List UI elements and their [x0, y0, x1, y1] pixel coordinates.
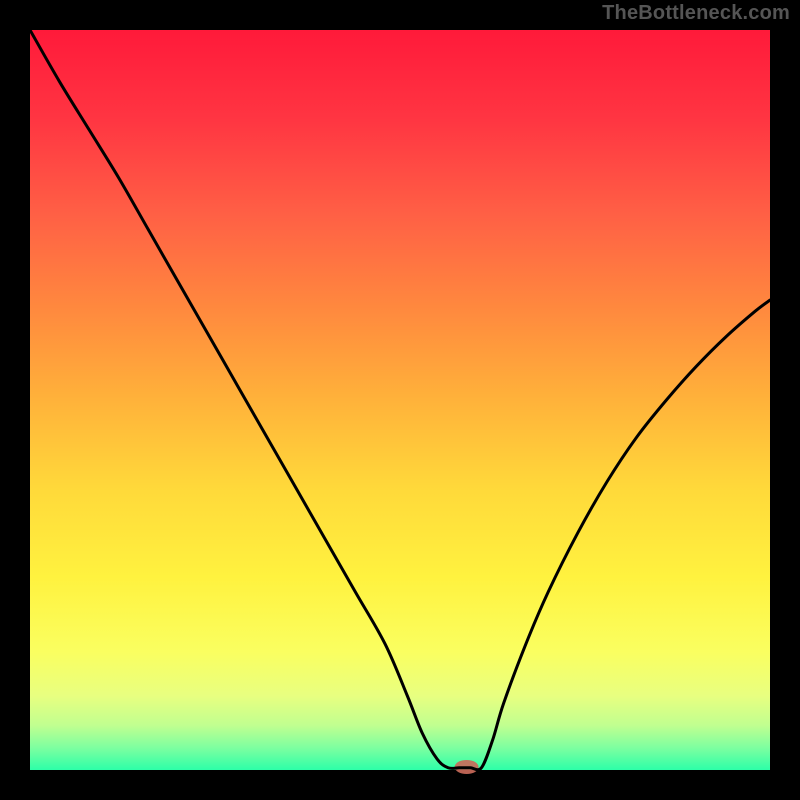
- watermark-text: TheBottleneck.com: [602, 2, 790, 25]
- plot-background: [30, 30, 770, 770]
- chart-frame: TheBottleneck.com: [0, 0, 800, 800]
- bottleneck-chart: [0, 0, 800, 800]
